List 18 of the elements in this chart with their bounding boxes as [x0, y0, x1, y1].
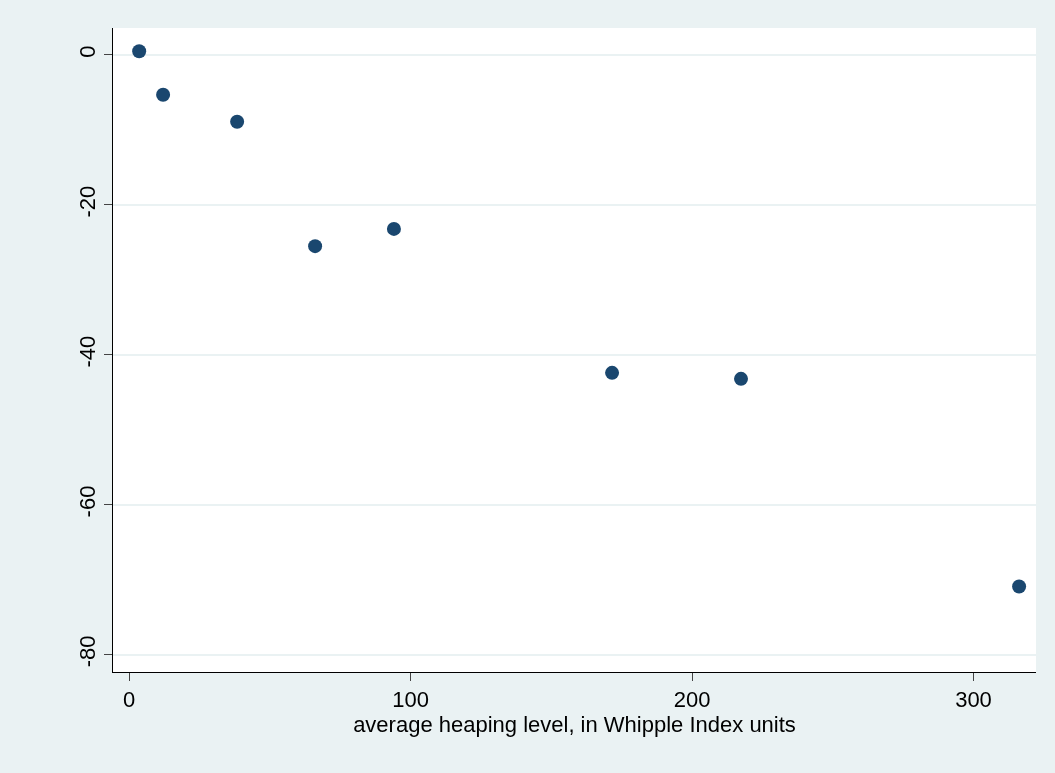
point	[230, 114, 245, 129]
x-tick-label: 300	[955, 687, 992, 713]
y-tick-label: 0	[75, 45, 101, 58]
point	[386, 221, 401, 236]
point	[734, 371, 748, 386]
x-tick-label: 200	[673, 687, 711, 713]
point	[156, 87, 171, 102]
point	[308, 239, 323, 254]
y-tick-label: -20	[75, 185, 101, 218]
point	[132, 44, 147, 59]
y-tick-label: -40	[75, 335, 101, 368]
x-tick-label: 100	[392, 687, 429, 713]
point	[605, 365, 620, 380]
y-tick-label: -80	[75, 635, 101, 668]
point	[1012, 579, 1027, 594]
x-tick-label: 0	[122, 687, 136, 713]
x-axis-title: average heaping level, in Whipple Index units	[353, 712, 796, 738]
y-tick-label: -60	[75, 485, 101, 518]
